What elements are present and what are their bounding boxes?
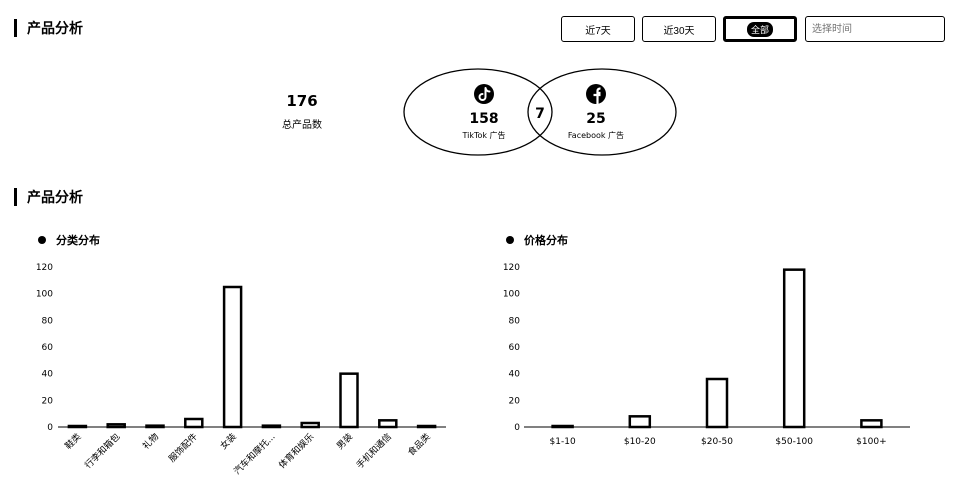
page-title: 产品分析 [14,19,83,37]
total-products-value: 176 [286,92,318,110]
bullet-dot [38,236,46,244]
bar[interactable] [705,377,729,429]
y-tick-label: 60 [509,343,521,353]
bar[interactable] [339,372,359,429]
bar[interactable] [106,423,126,429]
category-chart-title-text: 分类分布 [56,234,100,247]
y-tick-label: 100 [36,290,53,300]
bar[interactable] [628,415,652,429]
section-bar-decoration [14,188,17,206]
filter-7days-button[interactable]: 近7天 [561,16,635,42]
date-picker-input[interactable] [805,16,945,42]
filter-7days-label: 近7天 [585,25,611,37]
y-tick-label: 80 [509,316,521,326]
facebook-icon [586,84,606,104]
total-products-label: 总产品数 [282,120,322,131]
bar[interactable] [378,419,398,429]
y-tick-label: 60 [42,343,54,353]
x-tick-label: $50-100 [775,437,813,447]
facebook-count: 25 [586,111,605,127]
tiktok-circle [403,68,553,156]
tiktok-icon [474,84,494,104]
x-tick-label: 体育和娱乐 [276,431,316,471]
price-chart-title-text: 价格分布 [524,234,568,247]
tiktok-count: 158 [469,111,498,127]
bar[interactable] [184,417,204,429]
x-tick-label: $1-10 [550,437,576,447]
filter-all-label: 全部 [746,21,773,37]
y-tick-label: 100 [503,290,520,300]
y-tick-label: 40 [509,370,521,380]
price-bar-chart: 0 20 40 60 80 100 120 $1-10 $10-20 $20-50 $50-100 $… [503,263,910,447]
x-tick-label: 汽车和摩托... [231,431,277,477]
bar[interactable] [300,421,320,429]
section-title: 产品分析 [14,188,83,206]
x-tick-label: 服饰配件 [166,431,200,465]
bar[interactable] [551,424,574,429]
price-chart-title: 价格分布 [506,232,568,248]
x-tick-label: 礼物 [140,431,161,452]
y-tick-label: 0 [514,423,520,433]
x-tick-label: 鞋类 [62,431,83,452]
x-tick-label: 男装 [334,431,355,452]
y-tick-label: 20 [42,396,54,406]
category-chart-title: 分类分布 [38,232,100,248]
bar[interactable] [222,285,243,429]
bar[interactable] [67,424,88,429]
x-tick-label: $100+ [856,437,886,447]
section-title-text: 产品分析 [27,190,83,206]
total-products-stat: 176 总产品数 [262,92,342,131]
title-bar-decoration [14,19,17,37]
bar[interactable] [145,424,165,429]
y-tick-label: 120 [503,263,520,273]
venn-diagram: 158 TikTok 广告 25 Facebook 广告 7 [403,68,677,156]
bar[interactable] [860,419,883,429]
y-tick-label: 80 [42,316,54,326]
y-tick-label: 0 [47,423,53,433]
x-tick-label: $10-20 [624,437,656,447]
filter-all-button[interactable]: 全部 [723,16,797,42]
facebook-label: Facebook 广告 [568,130,624,140]
bar[interactable] [782,268,806,429]
tiktok-label: TikTok 广告 [461,130,505,140]
bar[interactable] [416,424,437,429]
facebook-circle [527,68,677,156]
x-tick-label: 女装 [217,431,238,452]
overlap-count: 7 [535,106,545,122]
bar[interactable] [261,424,282,429]
x-tick-label: 手机和通信 [354,431,394,471]
y-tick-label: 40 [42,370,54,380]
page-title-text: 产品分析 [27,21,83,37]
bullet-dot [506,236,514,244]
x-tick-label: 食品类 [405,431,433,459]
filter-30days-label: 近30天 [663,25,695,37]
filter-30days-button[interactable]: 近30天 [642,16,716,42]
x-tick-label: 行李和箱包 [82,431,122,471]
y-tick-label: 120 [36,263,53,273]
y-tick-label: 20 [509,396,521,406]
x-tick-label: $20-50 [701,437,733,447]
